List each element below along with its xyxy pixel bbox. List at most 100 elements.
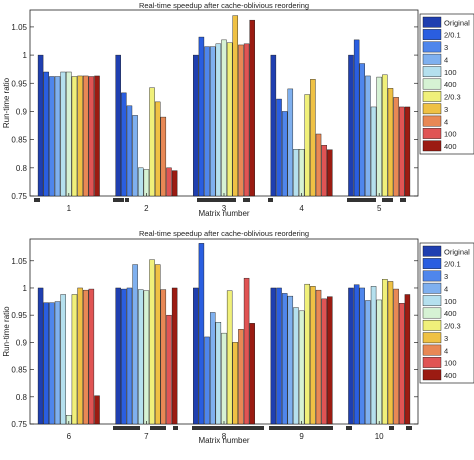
bar (298, 149, 305, 197)
x-tick-label: 2 (144, 204, 149, 213)
chart-panel-2: Real-time speedup after cache-oblivious … (2, 229, 474, 445)
bar (232, 342, 239, 425)
bar (353, 284, 360, 425)
bar (77, 287, 83, 425)
x-axis-label: Matrix number (198, 209, 249, 218)
y-tick-label: 1 (23, 51, 28, 60)
legend-swatch (422, 319, 442, 331)
legend: Original 2/0.1 3 4 100 400 2/0.3 3 4 100 400 (419, 242, 474, 384)
bar (37, 54, 44, 197)
legend-swatch (422, 103, 442, 115)
legend-swatch (422, 357, 442, 368)
bar (126, 287, 133, 425)
bar (54, 76, 61, 197)
bar (327, 296, 333, 425)
bar (315, 133, 322, 197)
legend-label: 100 (444, 68, 457, 77)
legend-label: 2/0.1 (444, 260, 461, 269)
bar (94, 395, 100, 425)
bar (281, 293, 288, 425)
x-tick-label: 8 (222, 432, 227, 441)
bar (43, 71, 49, 197)
bar (154, 101, 161, 197)
x-tick-label: 9 (299, 432, 304, 441)
bar (281, 111, 288, 197)
bar (71, 294, 78, 425)
bar (115, 54, 121, 197)
bar (121, 92, 127, 197)
bar (243, 277, 250, 425)
bar (83, 289, 89, 425)
bar (171, 287, 178, 425)
legend-label: 3 (444, 105, 448, 114)
bar (204, 46, 210, 197)
x-tick-label: 4 (299, 204, 304, 213)
bar (60, 294, 66, 425)
legend-swatch (422, 41, 442, 53)
chart-title: Real-time speedup after cache-oblivious … (139, 229, 309, 238)
bar (399, 303, 405, 425)
bar (171, 170, 178, 197)
legend: Original 2/0.1 3 4 100 400 2/0.3 3 4 100 400 (419, 13, 474, 155)
legend-label: 4 (444, 346, 448, 355)
bar (138, 167, 144, 197)
bar (138, 289, 144, 425)
legend-swatch (422, 245, 442, 257)
marker-strip (192, 426, 264, 430)
x-tick-label: 3 (222, 204, 227, 213)
y-tick-label: 0.75 (11, 420, 27, 429)
bar (209, 46, 216, 197)
bar (304, 283, 310, 425)
legend-swatch (422, 16, 442, 28)
bar (287, 295, 294, 425)
bar (166, 167, 172, 197)
bar (404, 294, 411, 425)
bar (88, 288, 95, 425)
legend-label: 4 (444, 117, 448, 126)
marker-strip (125, 198, 129, 202)
legend-label: 4 (444, 284, 448, 293)
bar (382, 74, 388, 197)
bar (370, 286, 377, 425)
bar (88, 76, 95, 197)
bar (304, 94, 310, 197)
marker-strip (382, 198, 393, 202)
bar (204, 336, 210, 425)
bar (393, 288, 399, 425)
legend-label: 400 (444, 309, 457, 318)
bar (387, 281, 394, 425)
bar (160, 289, 167, 425)
bar (193, 54, 199, 197)
bar (226, 290, 233, 425)
legend-swatch (422, 115, 442, 127)
legend-swatch (422, 369, 442, 381)
bar (221, 39, 227, 197)
bar (126, 105, 133, 197)
bar (293, 307, 299, 425)
x-tick-label: 10 (375, 432, 384, 441)
bar (60, 71, 66, 197)
bar (154, 264, 161, 425)
bar (37, 287, 44, 425)
bar (49, 302, 55, 425)
bar (293, 149, 299, 197)
legend-swatch (422, 258, 442, 269)
bar (238, 329, 244, 425)
bar (143, 290, 150, 425)
legend-label: 100 (444, 297, 457, 306)
bar (321, 298, 327, 425)
legend-label: 400 (444, 371, 457, 380)
bar (166, 314, 172, 425)
marker-strip (347, 198, 376, 202)
y-tick-label: 0.9 (16, 107, 28, 116)
bar (121, 288, 127, 425)
legend-label: Original (444, 247, 470, 256)
bar (198, 243, 205, 425)
bar (115, 287, 121, 425)
y-tick-label: 0.8 (16, 393, 28, 402)
bar (160, 116, 167, 197)
legend-swatch (422, 295, 442, 307)
y-tick-label: 0.8 (16, 164, 28, 173)
legend-swatch (422, 90, 442, 102)
